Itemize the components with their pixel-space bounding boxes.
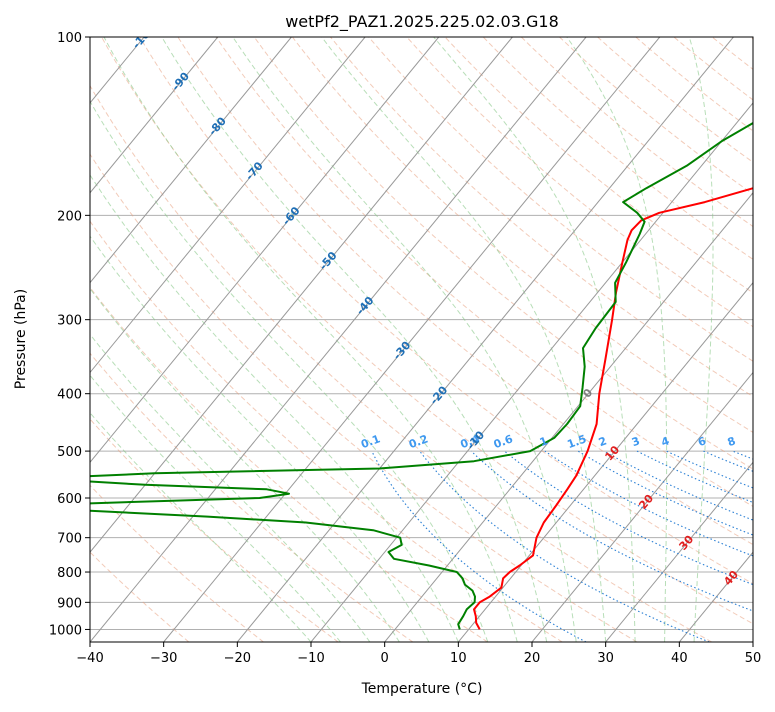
x-tick-label: −40: [76, 651, 103, 666]
dry-adiabat-line: [369, 37, 775, 642]
moist-adiabat-line: [567, 37, 667, 642]
y-tick-label: 800: [57, 566, 82, 581]
mixing-ratio-label: 3: [630, 434, 642, 449]
isotherm-line: [16, 37, 512, 642]
mixing-ratio-label: 0.6: [492, 432, 515, 451]
x-tick-label: 0: [381, 651, 389, 666]
moist-adiabat-line: [0, 37, 341, 642]
isotherm-line: [679, 37, 775, 642]
x-tick-label: 40: [671, 651, 688, 666]
x-tick-label: 30: [597, 651, 614, 666]
y-tick-label: 200: [57, 209, 82, 224]
x-axis-label: Temperature (°C): [361, 681, 483, 697]
plot-data: [40, 37, 775, 629]
temperature-trace: [474, 37, 775, 629]
isotherm-line: [753, 37, 775, 642]
isotherm-line: [311, 37, 775, 642]
dry-adiabat-line: [331, 37, 775, 642]
dry-adiabat-line: [674, 37, 775, 642]
y-tick-label: 700: [57, 532, 82, 547]
plot-frame: [90, 37, 753, 642]
dry-adiabat-line: [63, 37, 711, 642]
y-tick-label: 500: [57, 445, 82, 460]
isotherm-line: [0, 37, 70, 642]
x-tick-label: −30: [150, 651, 177, 666]
x-tick-label: −20: [224, 651, 251, 666]
dry-adiabat-line: [407, 37, 775, 642]
dry-adiabat-line: [0, 37, 488, 642]
dry-adiabat-line: [0, 37, 338, 642]
mixing-ratio-line: [762, 451, 775, 642]
isotherm-line: [90, 37, 586, 642]
mixing-ratio-line: [637, 451, 775, 642]
y-tick-label: 1000: [49, 623, 82, 638]
y-axis-label: Pressure (hPa): [13, 289, 29, 389]
mixing-ratio-line: [372, 451, 586, 642]
isotherm-line: [237, 37, 733, 642]
mixing-ratio-label: 1.5: [565, 432, 588, 451]
isotherm-line: [0, 37, 365, 642]
chart-title: wetPf2_PAZ1.2025.225.02.03.G18: [285, 12, 559, 32]
isotherm-line: [606, 37, 775, 642]
isotherm-line: [0, 37, 291, 642]
mixing-ratio-label: 8: [726, 434, 738, 449]
y-tick-label: 100: [57, 31, 82, 46]
mixing-ratio-label: 10: [752, 433, 771, 451]
dewpoint-trace: [40, 37, 775, 629]
x-tick-label: −10: [297, 651, 324, 666]
y-tick-label: 300: [57, 314, 82, 329]
moist-adiabat-line: [689, 37, 713, 642]
mixing-ratio-label: 0.2: [407, 432, 430, 451]
mixing-ratio-label: 6: [696, 434, 708, 449]
isotherm-line: [458, 37, 775, 642]
dry-adiabat-line: [483, 37, 775, 642]
x-tick-label: 20: [524, 651, 541, 666]
dry-adiabat-line: [750, 37, 775, 642]
dry-adiabat-line: [560, 37, 775, 642]
y-tick-label: 900: [57, 596, 82, 611]
moist-adiabat-line: [56, 37, 488, 642]
dry-adiabat-line: [636, 37, 775, 642]
isotherm-line: [532, 37, 775, 642]
plot-background: [0, 37, 775, 642]
moist-adiabat-line: [0, 37, 370, 642]
y-tick-label: 400: [57, 388, 82, 403]
x-tick-label: 10: [450, 651, 467, 666]
mixing-ratio-label: 4: [659, 434, 671, 449]
y-tick-label: 600: [57, 492, 82, 507]
mixing-ratio-label: 2: [597, 434, 609, 449]
x-tick-label: 50: [745, 651, 762, 666]
moist-adiabat-line: [104, 37, 517, 642]
